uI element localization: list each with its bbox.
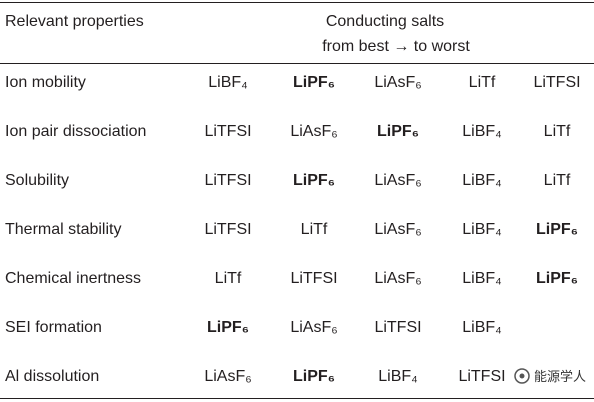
salt-cell: LiPF₆ xyxy=(293,368,335,385)
row-label: Thermal stability xyxy=(5,221,122,238)
salt-cell: LiTFSI xyxy=(374,319,422,336)
salt-cell: LiTf xyxy=(543,123,571,140)
row-label: Al dissolution xyxy=(5,368,100,385)
watermark-icon xyxy=(514,367,530,384)
salt-cell: LiAsF₆ xyxy=(374,74,422,91)
salt-cell: LiTFSI xyxy=(204,123,252,140)
watermark: 能源学人 xyxy=(511,366,588,385)
row-label: SEI formation xyxy=(5,319,102,336)
column-subheader: from best → to worst xyxy=(322,38,470,55)
salt-cell: LiAsF₆ xyxy=(204,368,252,385)
row-label: Ion pair dissociation xyxy=(5,123,147,140)
salt-cell: LiAsF₆ xyxy=(374,270,422,287)
salt-cell: LiAsF₆ xyxy=(374,172,422,189)
salt-cell: LiTFSI xyxy=(204,172,252,189)
row-label: Chemical inertness xyxy=(5,270,142,287)
salt-cell: LiPF₆ xyxy=(293,74,335,91)
salt-cell: LiAsF₆ xyxy=(374,221,422,238)
salt-cell: LiAsF₆ xyxy=(290,319,338,336)
header-rule xyxy=(0,63,594,64)
top-rule xyxy=(0,2,594,3)
salt-cell: LiTf xyxy=(300,221,328,238)
salt-cell: LiTFSI xyxy=(458,368,506,385)
salt-cell: LiTFSI xyxy=(533,74,581,91)
column-header: Conducting salts xyxy=(325,13,445,30)
salt-cell: LiPF₆ xyxy=(536,221,578,238)
salt-cell: LiPF₆ xyxy=(377,123,419,140)
salt-cell: LiTf xyxy=(214,270,242,287)
salt-cell: LiTFSI xyxy=(204,221,252,238)
salt-cell: LiTFSI xyxy=(290,270,338,287)
salt-cell: LiBF₄ xyxy=(462,221,502,238)
salt-cell: LiBF₄ xyxy=(378,368,418,385)
salt-cell: LiPF₆ xyxy=(293,172,335,189)
row-label: Ion mobility xyxy=(5,74,86,91)
row-label: Solubility xyxy=(5,172,70,189)
bottom-rule xyxy=(0,398,594,399)
column-header: Relevant properties xyxy=(5,13,144,30)
salt-cell: LiBF₄ xyxy=(462,270,502,287)
watermark-text: 能源学人 xyxy=(533,369,586,384)
salt-cell: LiBF₄ xyxy=(208,74,248,91)
salt-cell: LiTf xyxy=(543,172,571,189)
salt-cell: LiAsF₆ xyxy=(290,123,338,140)
salt-cell: LiBF₄ xyxy=(462,123,502,140)
salt-cell: LiTf xyxy=(468,74,496,91)
salt-cell: LiBF₄ xyxy=(462,172,502,189)
salt-cell: LiBF₄ xyxy=(462,319,502,336)
salt-cell: LiPF₆ xyxy=(207,319,249,336)
salt-cell: LiPF₆ xyxy=(536,270,578,287)
